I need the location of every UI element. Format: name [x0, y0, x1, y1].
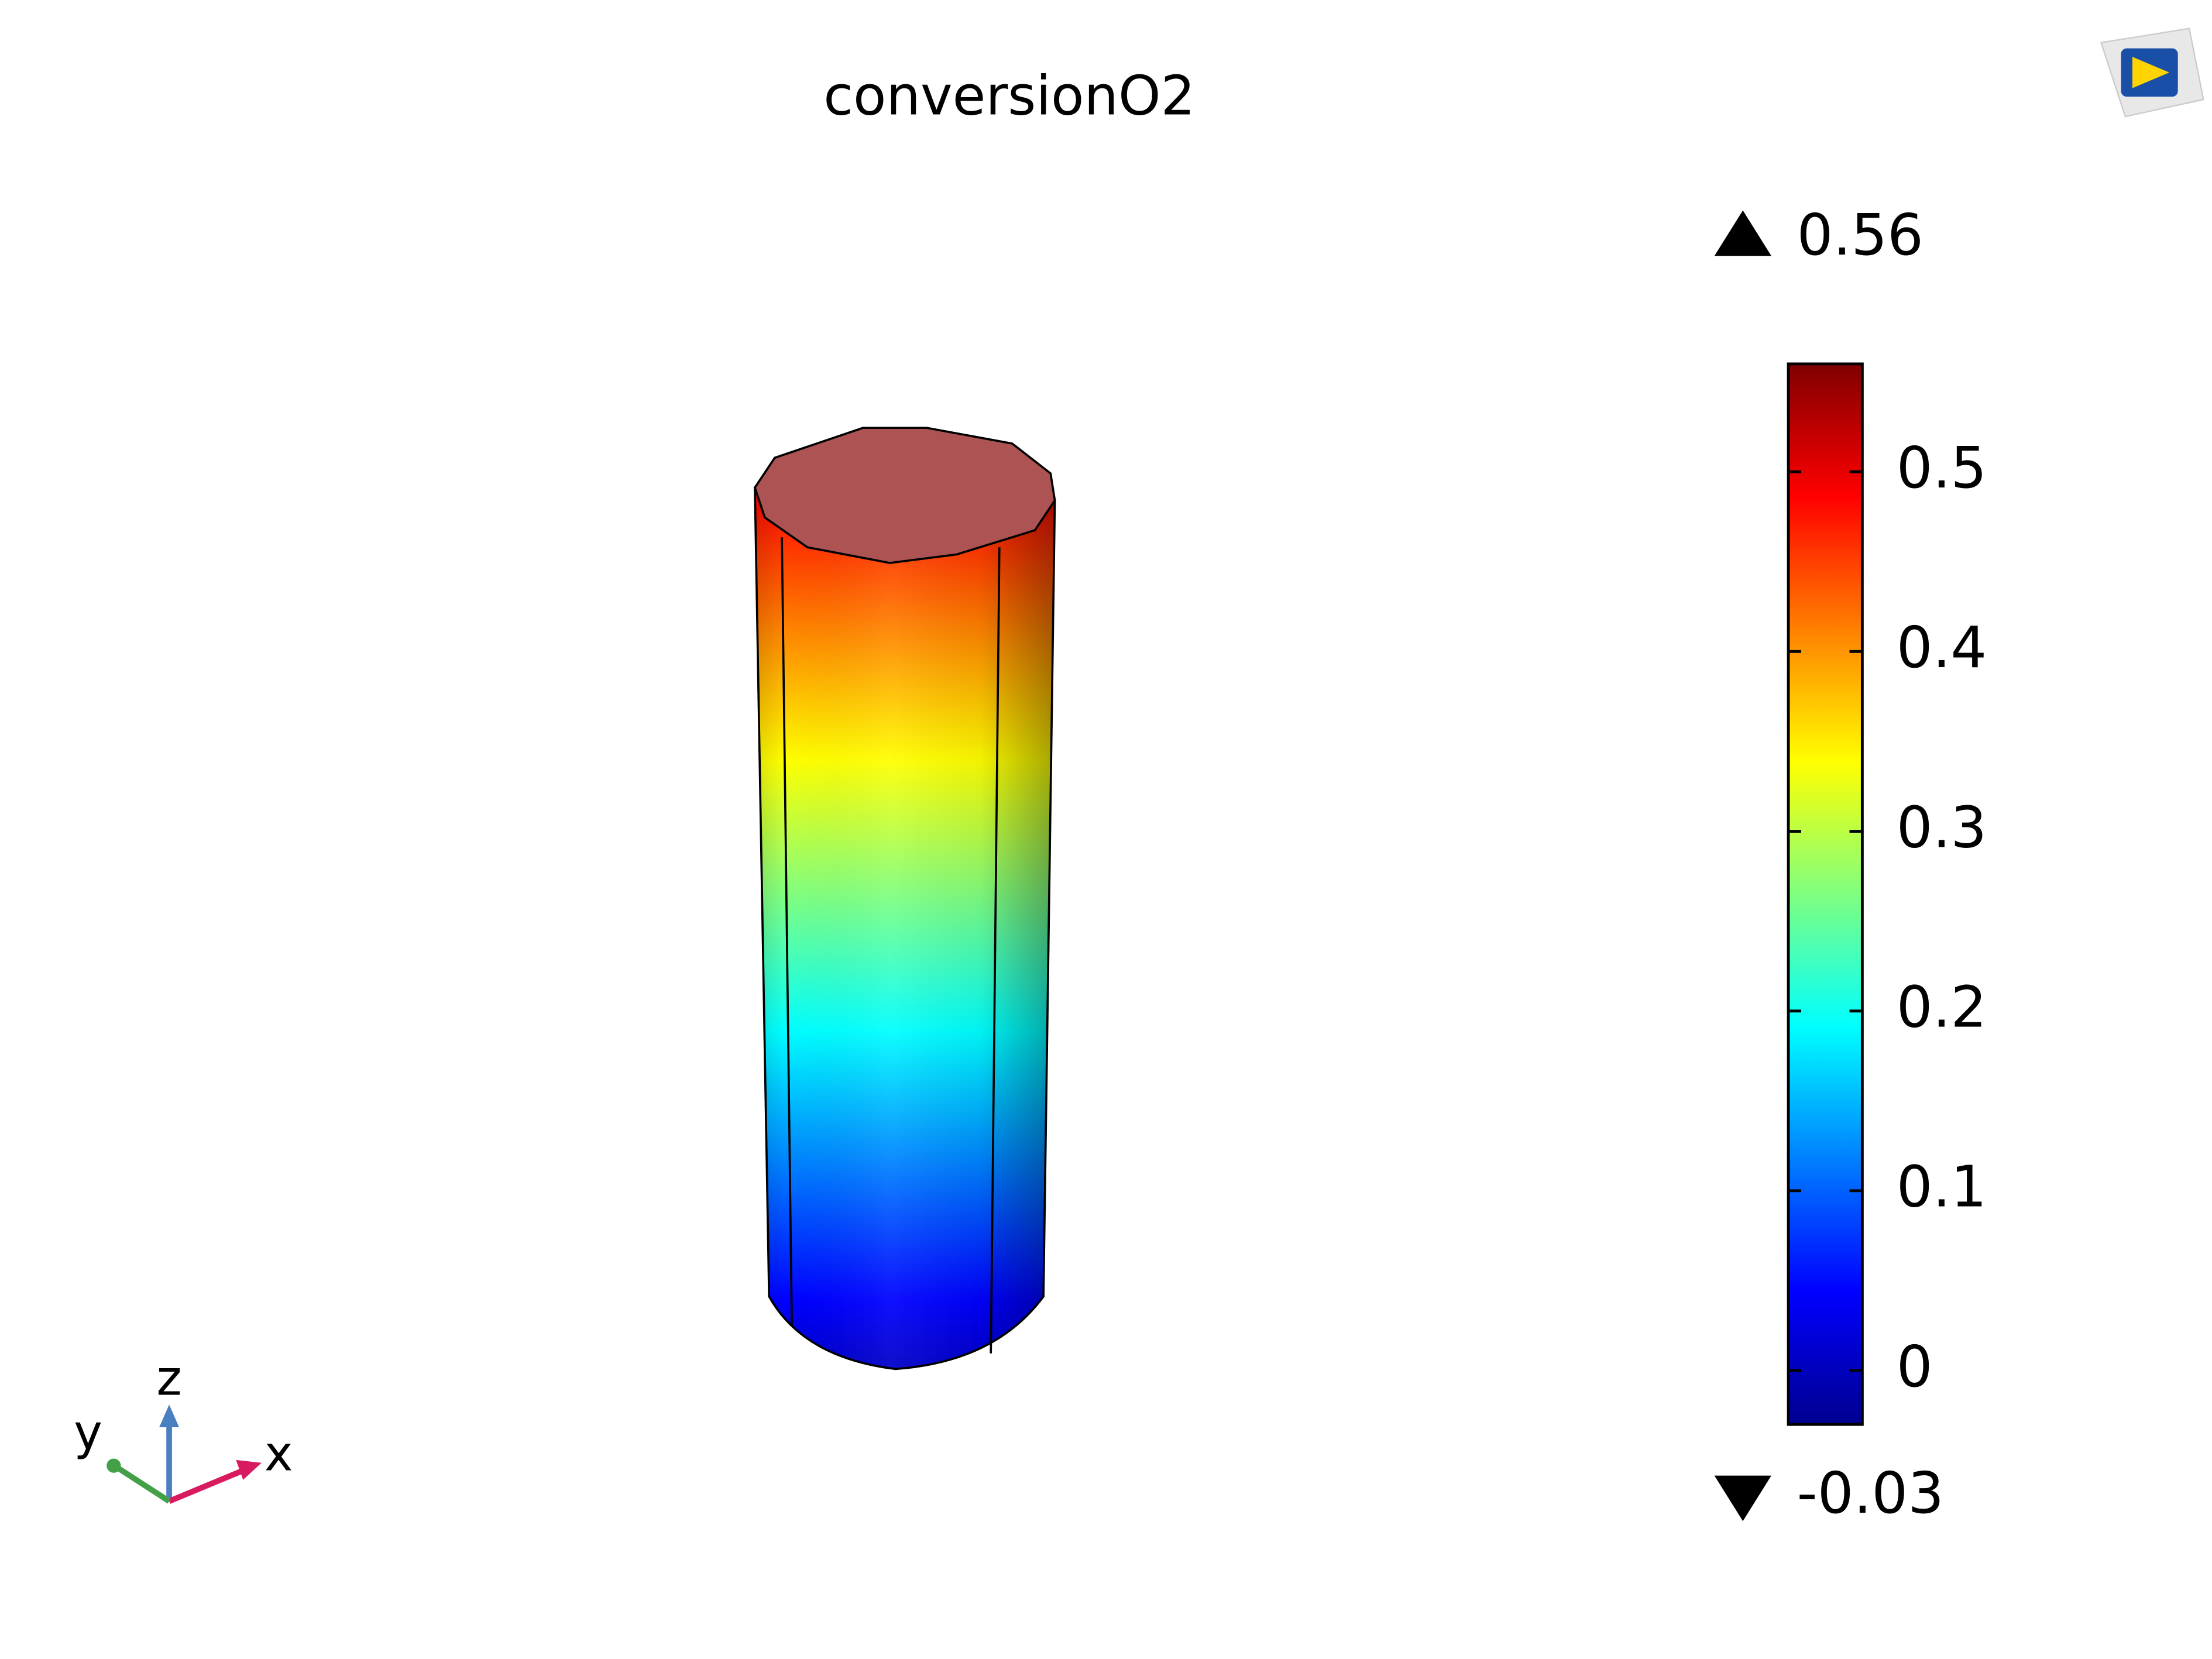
- colorbar: [1787, 362, 1864, 1426]
- z-label: z: [156, 1351, 181, 1407]
- tick-label: 0.1: [1897, 1154, 1987, 1220]
- tick-label: 0.2: [1897, 974, 1987, 1040]
- edge: [781, 537, 793, 1327]
- x-label: x: [265, 1426, 293, 1482]
- tick-label: 0.5: [1897, 435, 1987, 501]
- tick-label: 0: [1897, 1334, 1933, 1400]
- cylinder-top: [753, 427, 1056, 564]
- tick-label: 0.3: [1897, 794, 1987, 860]
- min-label: -0.03: [1797, 1460, 1944, 1526]
- edge: [990, 547, 1001, 1354]
- y-label: y: [74, 1404, 102, 1461]
- axis-triad: z x y: [74, 1351, 293, 1504]
- x-axis: [168, 1467, 246, 1504]
- max-label: 0.56: [1797, 202, 1924, 268]
- color-legend: 0.56 -0.03 0 0.1 0.2 0.3 0.4 0.5: [1714, 202, 1987, 1526]
- plot-title: conversionO2: [823, 64, 1195, 127]
- tick-label: 0.4: [1897, 614, 1987, 681]
- y-axis: [115, 1464, 171, 1504]
- cylinder-shade: [754, 486, 1056, 1371]
- cylinder: [753, 427, 1056, 1371]
- min-arrow: [1714, 1475, 1771, 1521]
- view-icon[interactable]: [2100, 28, 2204, 118]
- max-arrow: [1714, 210, 1771, 256]
